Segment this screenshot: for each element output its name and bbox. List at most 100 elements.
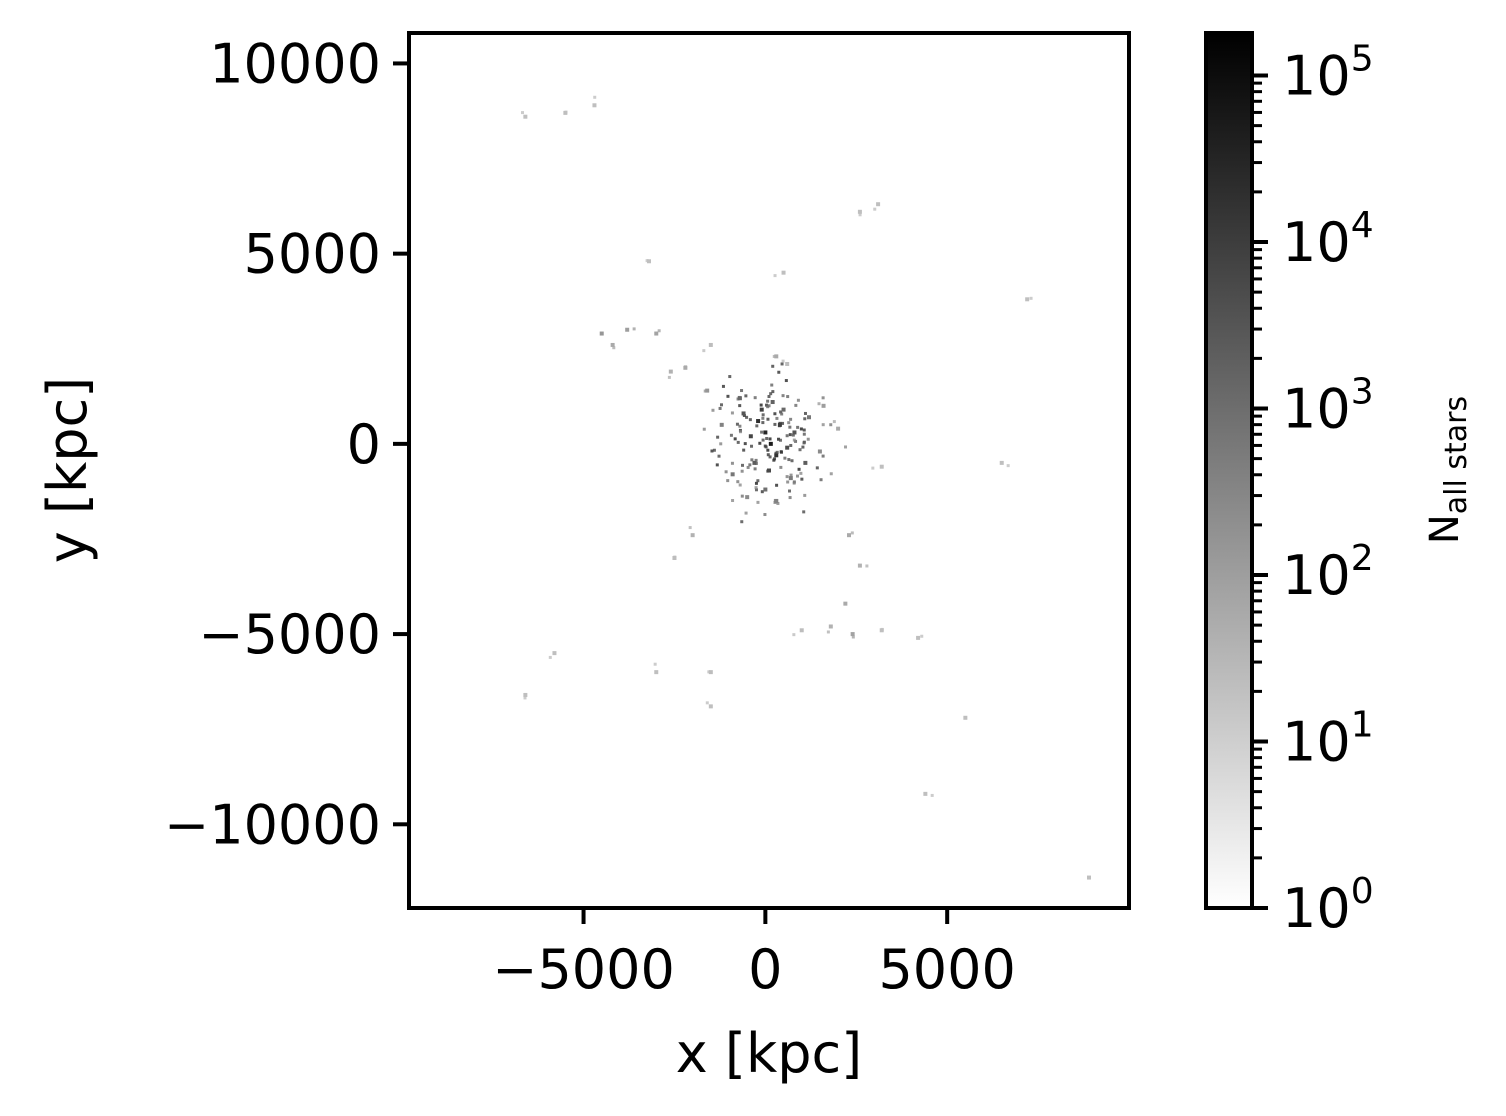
density-point [548,655,552,659]
density-point [857,209,862,214]
density-point [779,465,783,469]
density-point [774,453,778,457]
colorbar-tick-label: 104 [1282,205,1374,274]
colorbar-frame [1204,31,1254,910]
density-point [788,425,792,429]
density-point [784,379,788,383]
density-point [632,327,636,331]
density-point [730,472,735,477]
y-tick-label: −10000 [164,793,381,856]
density-point [750,444,754,448]
density-point [610,342,615,347]
density-point [764,445,768,449]
density-point [767,404,771,408]
density-point [1087,876,1091,880]
density-point [781,394,785,398]
density-point [775,450,779,454]
x-tick-label: 5000 [878,938,1015,1001]
density-point [767,395,771,399]
density-point [766,399,770,403]
density-point [730,461,734,465]
density-point [797,467,801,471]
density-point [654,331,659,336]
colorbar-tick-exponent: 3 [1351,372,1374,413]
density-point [735,422,739,426]
density-point [745,495,750,500]
density-point [821,403,826,408]
density-point [766,453,770,457]
density-point [789,443,793,447]
density-point [690,533,695,538]
density-point [799,471,803,475]
y-axis-label: y [kpc] [36,377,99,564]
colorbar-gradient [1206,33,1252,908]
density-point [807,415,811,420]
density-point [770,400,775,405]
density-point [738,396,742,400]
density-point [564,110,568,114]
density-point [774,354,779,359]
density-point [780,362,784,366]
density-point [740,463,744,467]
density-point [779,410,783,414]
density-point [792,430,797,435]
density-point [876,202,881,207]
density-point [758,441,762,445]
density-point [724,470,728,474]
colorbar-tick-exponent: 1 [1351,705,1374,746]
y-tick-label: 5000 [244,223,381,286]
density-point [748,418,752,422]
density-point [858,213,862,217]
density-point [740,494,744,498]
colorbar-tick-base: 10 [1282,378,1351,441]
density-point [770,383,774,387]
density-point [783,456,787,460]
density-point [728,375,732,379]
density-point [761,421,765,425]
density-point [523,692,528,697]
density-point [740,469,744,473]
density-point [781,359,785,363]
density-point [916,635,921,640]
density-point [760,490,764,494]
density-point [850,632,855,637]
density-point [745,415,749,419]
colorbar-tick-label: 103 [1282,372,1374,441]
density-point [920,634,924,638]
density-point [715,463,719,467]
density-point [803,417,807,421]
density-point [759,403,763,407]
density-point [802,441,806,445]
density-point [740,520,744,524]
density-point [923,791,928,796]
density-point [817,449,822,454]
x-axis-ticks: −5000 0 5000 [492,908,1016,1001]
colorbar-label: Nall stars [1422,396,1474,544]
colorbar-label-sub: all stars [1439,396,1474,514]
density-point [769,392,773,396]
density-point [708,704,713,709]
density-point [794,403,798,407]
density-point [780,412,784,416]
density-point [775,483,779,487]
density-point [799,628,804,633]
density-point [740,389,744,393]
density-point [803,411,807,415]
density-point [736,480,740,484]
density-point [857,563,862,568]
density-point [593,95,597,99]
density-point [756,500,760,504]
density-point [645,259,649,263]
density-point [742,413,746,417]
density-point [702,427,706,431]
density-point [719,422,724,427]
density-point [717,454,721,458]
density-point [667,375,671,379]
density-point [759,407,764,412]
density-point [796,425,800,429]
colorbar-tick-exponent: 0 [1351,871,1374,912]
density-point [754,481,758,485]
density-point [1006,464,1010,468]
density-point [707,670,711,674]
density-point [523,696,527,700]
